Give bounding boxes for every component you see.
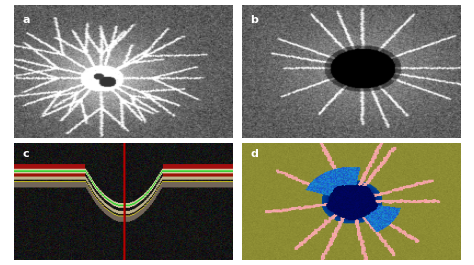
Text: b: b [250, 15, 258, 25]
Text: d: d [250, 149, 258, 159]
Text: a: a [23, 15, 30, 25]
Text: c: c [23, 149, 29, 159]
